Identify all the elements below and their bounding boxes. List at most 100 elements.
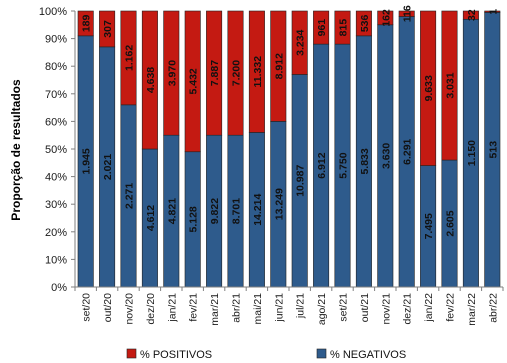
- x-tick-label: fev/22: [445, 293, 457, 322]
- bar-positivos: [270, 10, 287, 122]
- data-label-positivos: 7.200: [231, 60, 243, 86]
- data-label-negativos: 5.833: [359, 148, 371, 174]
- x-tick-label: nov/20: [124, 293, 136, 325]
- x-tick-label: jul/21: [295, 293, 307, 319]
- x-tick-label: jun/21: [273, 293, 285, 323]
- data-label-negativos: 2.021: [102, 154, 114, 180]
- bar-positivos: [141, 10, 158, 150]
- x-tick-label: abr/21: [231, 293, 243, 323]
- y-axis: 0% 10% 20% 30% 40% 50% 60% 70% 80% 90% 100%: [39, 6, 76, 294]
- x-axis: set/20 out/20 nov/20 dez/20 jan/21 fev/21 mar/…: [74, 286, 504, 326]
- bar-positivos: [163, 10, 180, 136]
- bar-positivos: [120, 10, 137, 106]
- legend-swatch: [316, 348, 327, 359]
- data-label-negativos: 4.821: [166, 198, 178, 224]
- x-tick-label: jan/21: [166, 293, 178, 323]
- data-label-negativos: 5.128: [188, 206, 200, 232]
- legend: % POSITIVOS % NEGATIVOS: [126, 348, 406, 361]
- segment-labels: 1.945 189 2.021 307 2.271 1.162 4.612 4.638 4.82…: [81, 5, 500, 239]
- data-label-negativos: 513: [487, 141, 499, 159]
- bar-positivos: [462, 10, 479, 20]
- data-label-negativos: 8.701: [231, 198, 243, 224]
- data-label-negativos: 2.605: [445, 210, 457, 236]
- bar-positivos: [77, 10, 94, 37]
- y-tick-label: 80%: [45, 61, 67, 73]
- y-tick-label: 90%: [45, 34, 67, 46]
- data-label-positivos: 815: [338, 19, 350, 37]
- bar-positivos: [227, 10, 244, 136]
- bar-positivos: [484, 10, 501, 13]
- bar-positivos: [377, 10, 394, 26]
- data-label-positivos: 536: [359, 15, 371, 33]
- x-tick-label: fev/21: [188, 293, 200, 322]
- x-tick-label: dez/20: [145, 293, 157, 325]
- y-tick-label: 50%: [45, 144, 67, 156]
- bar-positivos: [291, 10, 308, 75]
- data-label-positivos: 32: [466, 9, 478, 21]
- bars-group: [77, 10, 501, 288]
- y-tick-label: 70%: [45, 89, 67, 101]
- data-label-positivos: 162: [380, 9, 392, 27]
- x-tick-label: set/21: [338, 293, 350, 322]
- x-tick-label: mar/21: [209, 293, 221, 326]
- data-label-negativos: 6.291: [402, 138, 414, 164]
- data-label-positivos: 3.970: [166, 60, 178, 86]
- y-tick-label: 0%: [51, 282, 67, 294]
- bar-positivos: [248, 10, 265, 133]
- x-tick-label: mai/21: [252, 293, 264, 325]
- x-tick-label: jan/22: [423, 293, 435, 323]
- data-label-negativos: 10.987: [295, 165, 307, 197]
- data-label-positivos: 116: [402, 5, 414, 22]
- x-tick-label: nov/21: [380, 293, 392, 325]
- data-label-negativos: 3.630: [380, 143, 392, 169]
- bar-positivos: [334, 10, 351, 45]
- x-tick-label: mar/22: [466, 293, 478, 326]
- data-label-negativos: 4.612: [145, 205, 157, 231]
- legend-swatch: [126, 348, 137, 359]
- y-tick-label: 60%: [45, 116, 67, 128]
- data-label-positivos: 4.638: [145, 67, 157, 93]
- data-label-positivos: 3.234: [295, 29, 307, 55]
- data-label-positivos: 961: [316, 19, 328, 37]
- x-tick-label: dez/21: [402, 293, 414, 325]
- data-label-negativos: 2.271: [124, 183, 136, 209]
- y-tick-label: 20%: [45, 227, 67, 239]
- data-label-negativos: 7.495: [423, 213, 435, 239]
- data-label-negativos: 9.822: [209, 198, 221, 224]
- data-label-negativos: 14.214: [252, 194, 264, 226]
- data-label-negativos: 13.249: [273, 188, 285, 220]
- bar-positivos: [420, 10, 437, 166]
- data-label-positivos: 9.633: [423, 75, 435, 101]
- data-label-positivos: 1: [487, 9, 499, 15]
- y-tick-label: 100%: [39, 6, 67, 18]
- data-label-positivos: 8.912: [273, 53, 285, 79]
- legend-label: % NEGATIVOS: [330, 349, 406, 361]
- bar-positivos: [206, 10, 223, 136]
- y-tick-label: 10%: [45, 254, 67, 266]
- legend-label: % POSITIVOS: [140, 349, 212, 361]
- data-label-positivos: 11.332: [252, 56, 264, 88]
- x-tick-label: abr/22: [487, 293, 499, 323]
- y-tick-label: 40%: [45, 172, 67, 184]
- bar-positivos: [355, 10, 372, 37]
- x-tick-label: set/20: [81, 293, 93, 322]
- x-tick-label: ago/21: [316, 293, 328, 325]
- data-label-positivos: 189: [81, 15, 93, 33]
- data-label-negativos: 5.750: [338, 152, 350, 178]
- data-label-negativos: 1.945: [81, 148, 93, 174]
- y-tick-label: 30%: [45, 199, 67, 211]
- data-label-positivos: 7.887: [209, 60, 221, 86]
- bar-positivos: [99, 10, 116, 48]
- x-tick-label: out/21: [359, 293, 371, 322]
- bar-positivos: [441, 10, 458, 161]
- data-label-positivos: 1.162: [124, 45, 136, 71]
- y-axis-label: Proporção de resultados: [9, 79, 23, 221]
- bar-positivos: [313, 10, 330, 45]
- data-label-positivos: 3.031: [445, 72, 457, 98]
- data-label-positivos: 5.432: [188, 68, 200, 94]
- data-label-positivos: 307: [102, 20, 114, 38]
- bar-positivos: [184, 10, 201, 153]
- data-label-negativos: 1.150: [466, 140, 478, 166]
- x-tick-label: out/20: [102, 293, 114, 322]
